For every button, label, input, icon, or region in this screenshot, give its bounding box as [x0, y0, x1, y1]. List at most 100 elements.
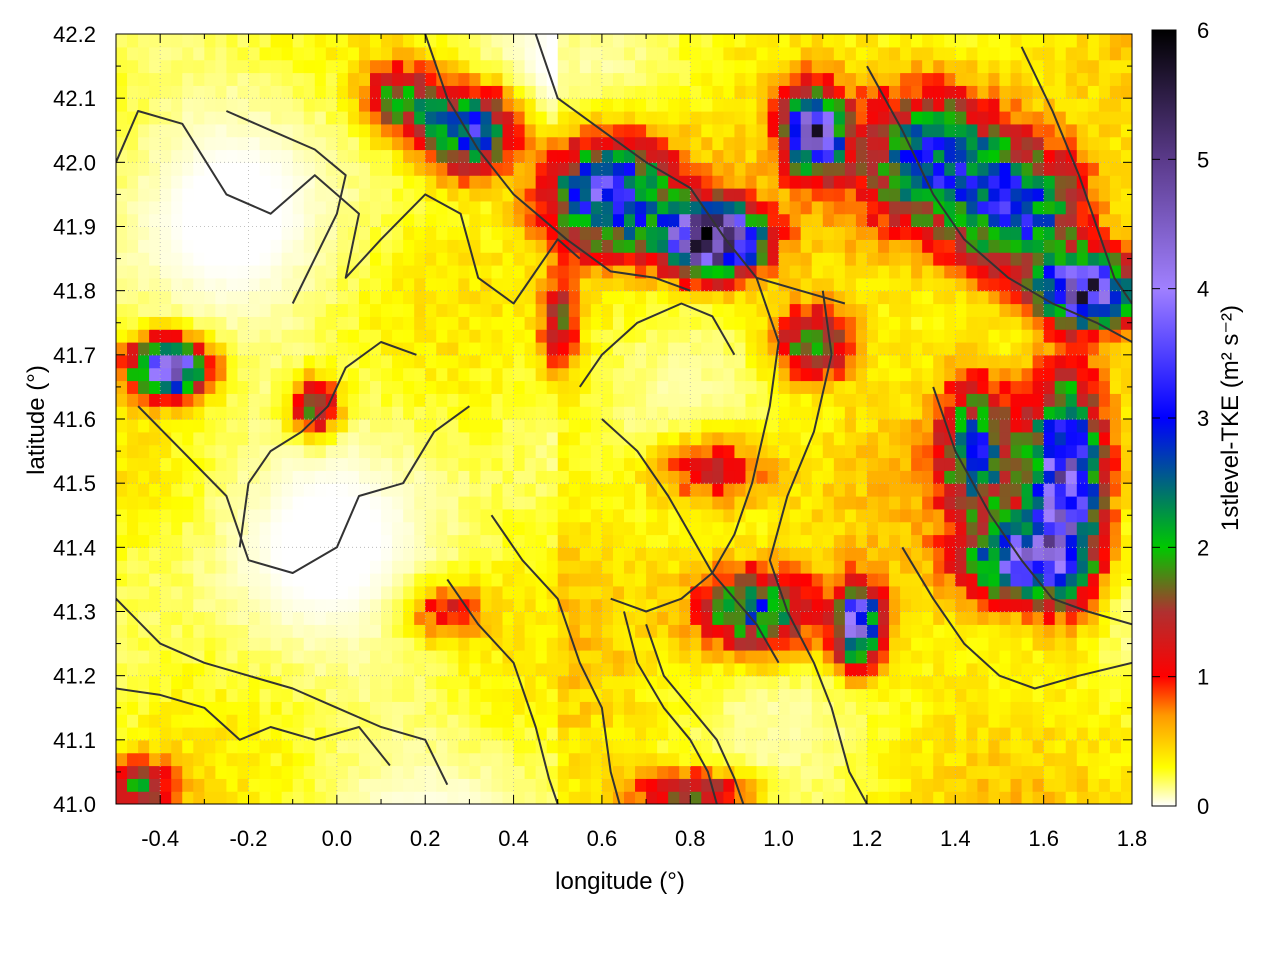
heat-cell [911, 496, 923, 510]
heat-cell [491, 393, 504, 407]
heat-cell [171, 637, 183, 651]
heat-cell [911, 637, 923, 651]
heat-cell [281, 367, 294, 382]
heat-cell [933, 367, 945, 382]
heat-cell [999, 342, 1012, 356]
heat-cell [635, 727, 647, 741]
heat-cell [215, 547, 228, 561]
heat-cell [292, 778, 305, 792]
heat-cell [1054, 316, 1067, 330]
heat-cell [756, 791, 769, 804]
heat-cell [403, 534, 415, 548]
heat-cell [1065, 367, 1078, 382]
heat-cell [215, 701, 228, 715]
heat-cell [248, 752, 261, 767]
heat-cell [1109, 765, 1122, 779]
heat-cell [922, 303, 934, 317]
heat-cell [138, 226, 150, 240]
heat-cell [557, 200, 570, 215]
heat-cell [966, 624, 978, 638]
heat-cell [756, 701, 769, 715]
heat-cell [568, 727, 581, 741]
heat-cell [535, 200, 548, 215]
heat-cell [612, 213, 625, 228]
heat-cell [601, 470, 614, 484]
heat-cell [999, 714, 1012, 728]
heat-cell [833, 200, 846, 215]
heat-cell [612, 611, 625, 625]
heat-cell [822, 213, 835, 228]
heat-cell [568, 290, 581, 305]
heat-cell [347, 406, 360, 420]
heat-cell [745, 624, 758, 638]
heat-cell [1021, 354, 1034, 369]
heat-cell [513, 380, 526, 394]
heat-cell [944, 637, 956, 651]
heat-cell [303, 739, 316, 754]
heat-cell [900, 200, 912, 215]
heat-cell [866, 547, 879, 561]
heat-cell [999, 573, 1012, 587]
heat-cell [160, 483, 172, 497]
heat-cell [491, 123, 504, 138]
heat-cell [1043, 239, 1056, 253]
heat-cell [524, 354, 537, 369]
heat-cell [833, 136, 846, 151]
heat-cell [955, 547, 967, 561]
heat-cell [933, 650, 945, 664]
heat-cell [248, 457, 261, 471]
heat-cell [811, 265, 824, 279]
heat-cell [1098, 188, 1111, 202]
heat-cell [1021, 162, 1034, 176]
heat-cell [469, 316, 482, 330]
heat-cell [944, 444, 956, 459]
heat-cell [966, 573, 978, 587]
heat-cell [624, 431, 636, 446]
heat-cell [1098, 342, 1111, 356]
heat-cell [336, 213, 349, 228]
heat-cell [900, 380, 912, 394]
heat-cell [1120, 265, 1132, 279]
heat-cell [601, 123, 614, 138]
heat-cell [557, 598, 570, 613]
heat-cell [1120, 188, 1132, 202]
heat-cell [502, 188, 515, 202]
heat-cell [789, 585, 802, 600]
heat-cell [955, 496, 967, 510]
heat-cell [237, 149, 250, 163]
heat-cell [358, 149, 371, 163]
heat-cell [657, 239, 669, 253]
heat-cell [723, 637, 736, 651]
heat-cell [138, 252, 150, 266]
heat-cell [966, 175, 978, 189]
heat-cell [900, 791, 912, 804]
heat-cell [911, 406, 923, 420]
heat-cell [734, 239, 747, 253]
heat-cell [281, 290, 294, 305]
heat-cell [690, 354, 702, 369]
heat-cell [370, 252, 382, 266]
heat-cell [447, 188, 459, 202]
heat-cell [1032, 175, 1045, 189]
heat-cell [811, 431, 824, 446]
heat-cell [403, 560, 415, 574]
heat-cell [215, 226, 228, 240]
heat-cell [336, 714, 349, 728]
heat-cell [911, 290, 923, 305]
heat-cell [347, 431, 360, 446]
heat-cell [1021, 111, 1034, 125]
heat-cell [458, 547, 470, 561]
heat-cell [789, 496, 802, 510]
heat-cell [469, 111, 482, 125]
heat-cell [878, 470, 890, 484]
heat-cell [502, 162, 515, 176]
heat-cell [336, 560, 349, 574]
heat-cell [745, 496, 758, 510]
heat-cell [502, 342, 515, 356]
heat-cell [601, 393, 614, 407]
heat-cell [878, 431, 890, 446]
heat-cell [1087, 457, 1100, 471]
heat-cell [734, 637, 747, 651]
heat-cell [1087, 727, 1100, 741]
heat-cell [425, 380, 437, 394]
